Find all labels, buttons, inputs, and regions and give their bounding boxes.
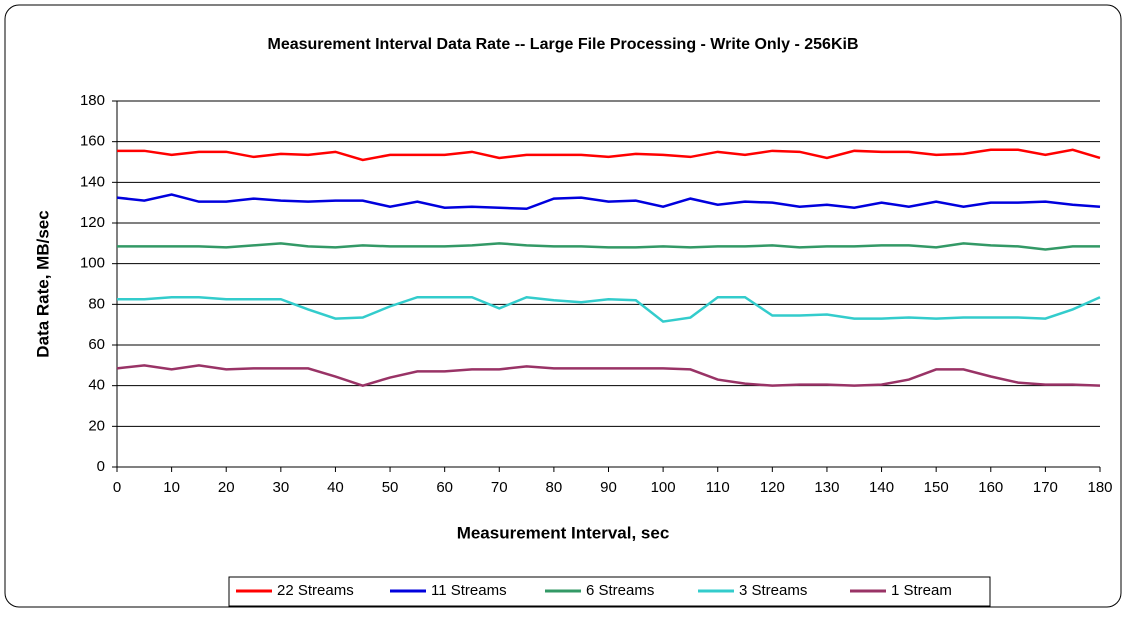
chart-title: Measurement Interval Data Rate -- Large … [268,36,859,53]
legend-label: 22 Streams [277,582,354,599]
y-tick-label: 140 [80,173,105,190]
series-line [116,193,1101,211]
y-tick-label: 40 [88,377,105,394]
legend-label: 3 Streams [739,582,807,599]
series-line [117,242,1100,251]
y-tick-label: 0 [97,458,105,475]
y-tick-label: 80 [88,295,105,312]
y-tick-label: 100 [80,255,105,272]
y-tick-label: 20 [88,417,105,434]
y-axis-label: Data Rate, MB/sec [33,210,52,357]
x-tick-label: 60 [436,479,453,496]
legend-label: 6 Streams [586,582,654,599]
x-tick-label: 90 [600,479,617,496]
x-tick-label: 30 [272,479,289,496]
y-tick-label: 160 [80,133,105,150]
x-tick-label: 70 [491,479,508,496]
x-tick-label: 150 [924,479,949,496]
x-tick-label: 110 [706,479,730,496]
x-tick-label: 10 [163,479,180,496]
series-line [116,364,1101,387]
series-line [117,148,1101,162]
x-tick-label: 40 [327,479,344,496]
x-tick-label: 160 [978,479,1003,496]
x-tick-label: 140 [869,479,894,496]
y-tick-label: 60 [88,336,105,353]
x-tick-label: 0 [113,479,121,496]
y-tick-label: 120 [80,214,105,231]
x-tick-label: 170 [1033,479,1058,496]
x-axis-label: Measurement Interval, sec [457,523,670,542]
legend-label: 1 Stream [891,582,952,599]
x-tick-label: 100 [651,479,676,496]
x-tick-label: 80 [546,479,563,496]
series-line [117,295,1101,323]
x-tick-label: 130 [814,479,839,496]
x-tick-label: 120 [760,479,785,496]
x-tick-label: 20 [218,479,235,496]
x-tick-label: 180 [1087,479,1112,496]
x-tick-label: 50 [382,479,399,496]
legend-label: 11 Streams [431,582,507,599]
chart-frame [4,4,1122,608]
y-tick-label: 180 [80,92,105,109]
